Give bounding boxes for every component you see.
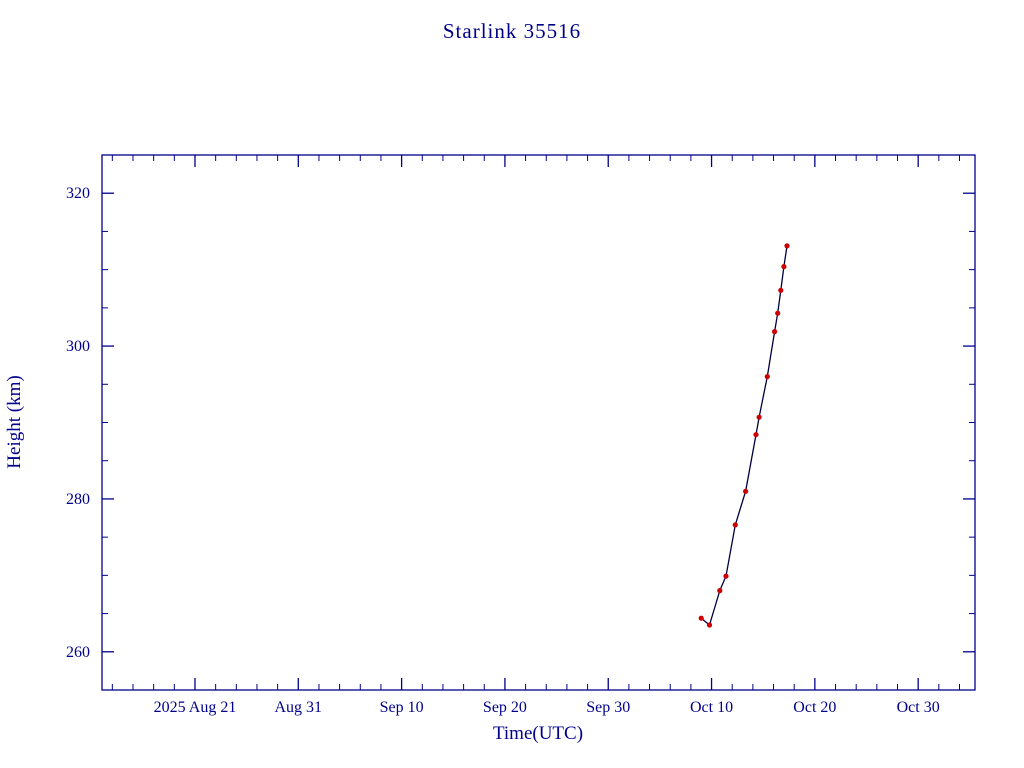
data-point-marker [764, 374, 770, 380]
data-point-marker [743, 488, 749, 494]
x-tick-label: 2025 Aug 21 [154, 699, 237, 716]
y-tick-label: 260 [66, 644, 90, 661]
data-point-marker [753, 432, 759, 438]
y-tick-label: 320 [66, 185, 90, 202]
plot-frame: 2025 Aug 21 Aug 31 Sep 10 Sep 20 Sep 30 Oct 1… [66, 154, 976, 716]
x-tick-label: Oct 30 [897, 699, 940, 716]
y-axis-label: Height (km) [4, 375, 25, 468]
data-point-marker [756, 414, 762, 420]
chart-title: Starlink 35516 [443, 19, 581, 43]
x-tick-label: Sep 10 [380, 699, 424, 716]
data-point-marker [778, 287, 784, 293]
plot-border [101, 154, 976, 691]
data-point-marker [772, 329, 778, 335]
x-tick-label: Aug 31 [275, 699, 323, 716]
x-tick-label: Sep 20 [483, 699, 527, 716]
data-point-marker [781, 264, 787, 270]
data-point-marker [698, 615, 704, 621]
data-point-marker [784, 243, 790, 249]
data-series [698, 243, 790, 628]
x-tick-label: Sep 30 [586, 699, 630, 716]
data-point-marker [732, 522, 738, 528]
data-point-marker [706, 622, 713, 628]
y-tick-label: 280 [66, 491, 90, 508]
x-tick-label: Oct 10 [690, 699, 733, 716]
data-point-marker [717, 588, 723, 594]
x-tick-label: Oct 20 [793, 699, 836, 716]
series-line [700, 245, 788, 627]
x-axis-label: Time(UTC) [493, 723, 583, 744]
data-point-marker [723, 573, 729, 579]
data-point-marker [775, 310, 781, 316]
y-tick-label: 300 [66, 338, 90, 355]
